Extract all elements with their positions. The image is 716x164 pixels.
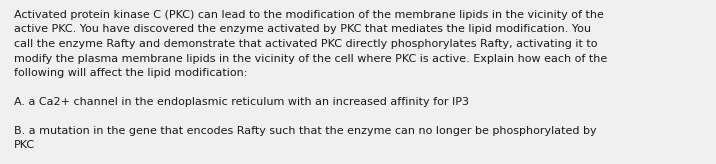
Text: PKC: PKC (14, 141, 35, 151)
Text: Activated protein kinase C (PKC) can lead to the modification of the membrane li: Activated protein kinase C (PKC) can lea… (14, 10, 604, 20)
Text: following will affect the lipid modification:: following will affect the lipid modifica… (14, 68, 247, 78)
Text: A. a Ca2+ channel in the endoplasmic reticulum with an increased affinity for IP: A. a Ca2+ channel in the endoplasmic ret… (14, 97, 469, 107)
Text: active PKC. You have discovered the enzyme activated by PKC that mediates the li: active PKC. You have discovered the enzy… (14, 24, 591, 34)
Text: modify the plasma membrane lipids in the vicinity of the cell where PKC is activ: modify the plasma membrane lipids in the… (14, 53, 607, 63)
Text: call the enzyme Rafty and demonstrate that activated PKC directly phosphorylates: call the enzyme Rafty and demonstrate th… (14, 39, 597, 49)
Text: B. a mutation in the gene that encodes Rafty such that the enzyme can no longer : B. a mutation in the gene that encodes R… (14, 126, 596, 136)
